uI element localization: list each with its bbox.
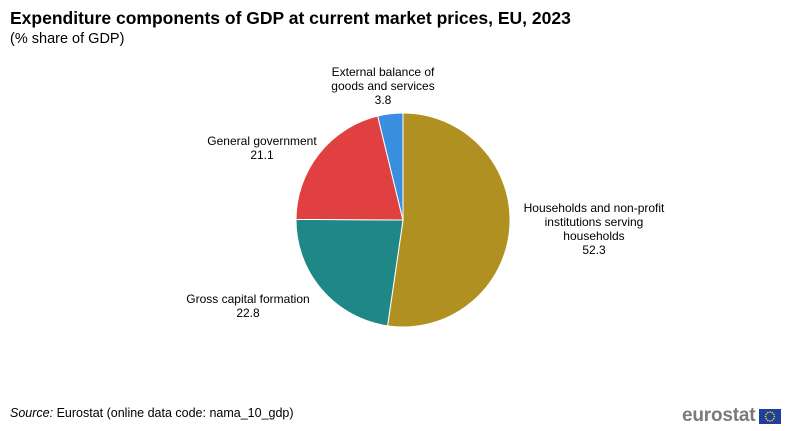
label-general-government-line: General government bbox=[207, 134, 317, 148]
label-households-value: 52.3 bbox=[582, 243, 606, 257]
label-households-line: Households and non-profit bbox=[524, 201, 665, 215]
label-external-balance: External balance of goods and services 3.8 bbox=[331, 65, 435, 107]
slice-general-government bbox=[295, 115, 404, 221]
label-external-balance-value: 3.8 bbox=[375, 93, 392, 107]
source-text: Eurostat (online data code: nama_10_gdp) bbox=[56, 406, 294, 420]
label-gross-capital-formation: Gross capital formation 22.8 bbox=[186, 292, 309, 320]
label-general-government: General government 21.1 bbox=[207, 134, 317, 162]
eu-flag-icon bbox=[759, 408, 782, 424]
slice-external-balance bbox=[377, 112, 404, 221]
label-external-balance-line: External balance of bbox=[332, 65, 435, 79]
slice-gross-capital-formation bbox=[295, 218, 404, 327]
slice-households bbox=[387, 112, 511, 328]
label-external-balance-line: goods and services bbox=[331, 79, 434, 93]
label-gross-capital-formation-value: 22.8 bbox=[236, 306, 260, 320]
label-households: Households and non-profit institutions se… bbox=[524, 201, 665, 257]
chart-subtitle: (% share of GDP) bbox=[10, 31, 125, 47]
pie-chart: Households and non-profit institutions se… bbox=[186, 65, 665, 328]
chart-title: Expenditure components of GDP at current… bbox=[10, 8, 571, 28]
label-households-line: households bbox=[563, 229, 624, 243]
source-note: Source: Eurostat (online data code: nama… bbox=[10, 406, 294, 420]
source-label: Source: bbox=[10, 406, 54, 420]
label-general-government-value: 21.1 bbox=[250, 148, 274, 162]
eurostat-logo: eurostat bbox=[682, 405, 782, 427]
label-households-line: institutions serving bbox=[545, 215, 644, 229]
label-gross-capital-formation-line: Gross capital formation bbox=[186, 292, 309, 306]
eurostat-logo-text: eurostat bbox=[682, 405, 756, 426]
